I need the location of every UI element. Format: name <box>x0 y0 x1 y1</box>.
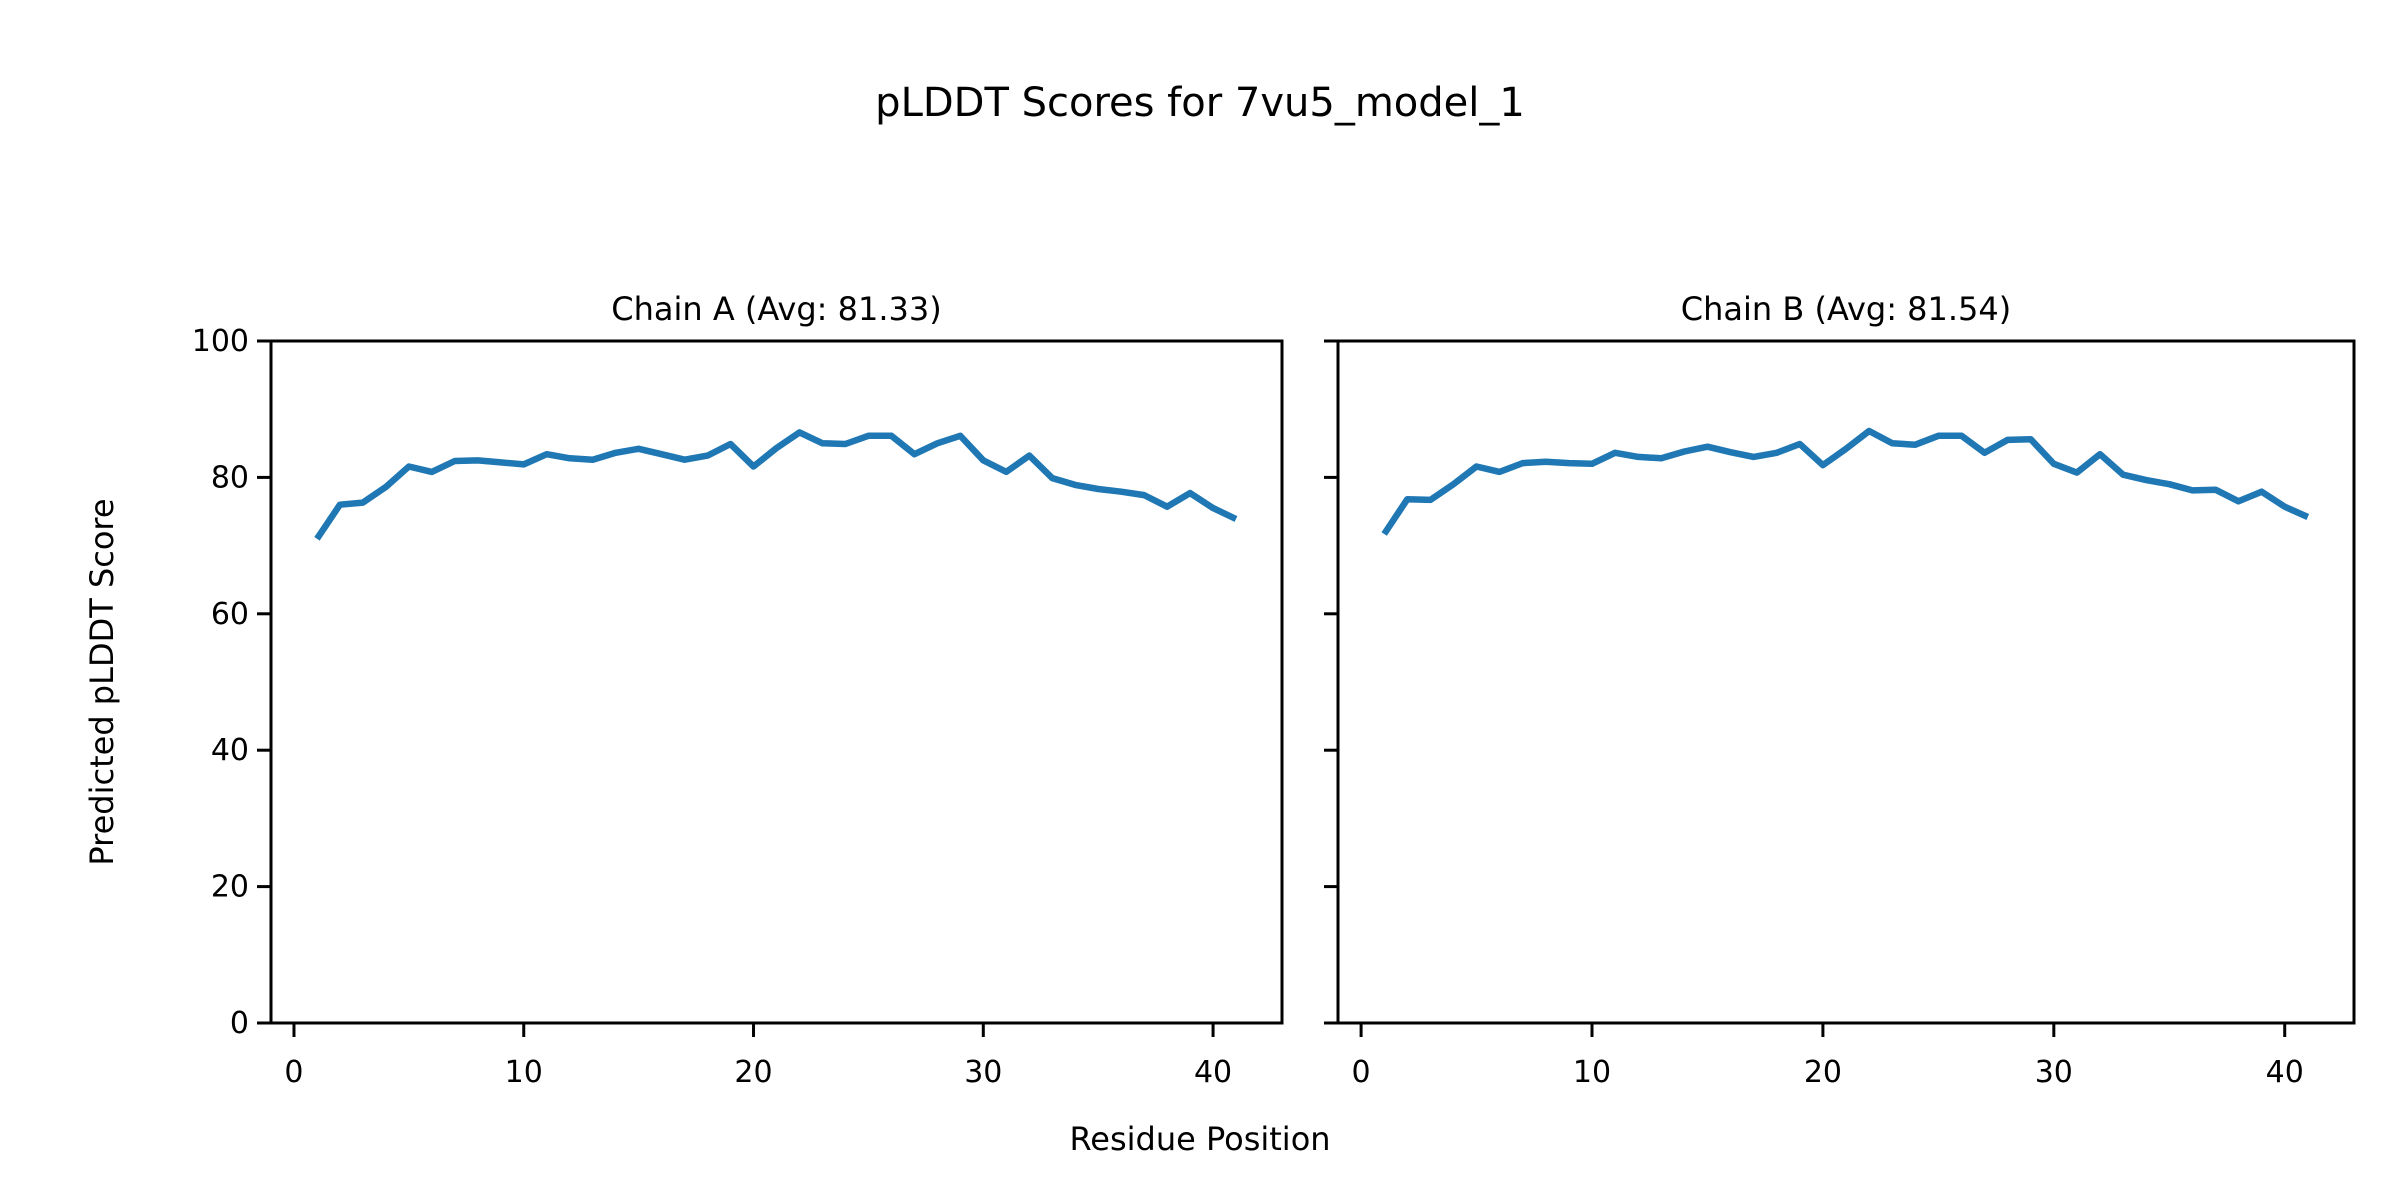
plddt-line-chain-b <box>1381 427 2310 536</box>
x-tick-label: 40 <box>2266 1055 2304 1090</box>
axes-frame <box>1336 339 2356 1025</box>
subplot-chain-a: Chain A (Avg: 81.33) 0 10 20 30 40 0 20 40 60 80 10… <box>192 290 1284 1090</box>
x-tick-label: 0 <box>1352 1055 1371 1090</box>
y-tick-label: 0 <box>230 1006 249 1041</box>
y-tick-label: 60 <box>211 597 249 632</box>
subplot-title-chain-a: Chain A (Avg: 81.33) <box>611 290 941 328</box>
y-tick-label: 80 <box>211 460 249 495</box>
y-tick-label: 100 <box>192 324 249 359</box>
y-axis-label: Predicted pLDDT Score <box>83 498 121 865</box>
x-tick-label: 20 <box>734 1055 772 1090</box>
plddt-line-chain-a <box>314 429 1238 541</box>
y-tick-label: 20 <box>211 870 249 905</box>
subplot-chain-b: Chain B (Avg: 81.54) 0 10 20 30 40 <box>1324 290 2356 1090</box>
y-tick-label: 40 <box>211 733 249 768</box>
figure-title: pLDDT Scores for 7vu5_model_1 <box>875 80 1525 126</box>
x-tick-label: 40 <box>1194 1055 1232 1090</box>
x-tick-label: 30 <box>2035 1055 2073 1090</box>
x-axis-label: Residue Position <box>1069 1120 1330 1158</box>
x-tick-label: 30 <box>964 1055 1002 1090</box>
axes-frame <box>269 339 1284 1025</box>
x-tick-label: 10 <box>505 1055 543 1090</box>
x-tick-label: 10 <box>1573 1055 1611 1090</box>
x-tick-label: 0 <box>284 1055 303 1090</box>
x-tick-label: 20 <box>1804 1055 1842 1090</box>
subplot-title-chain-b: Chain B (Avg: 81.54) <box>1681 290 2012 328</box>
